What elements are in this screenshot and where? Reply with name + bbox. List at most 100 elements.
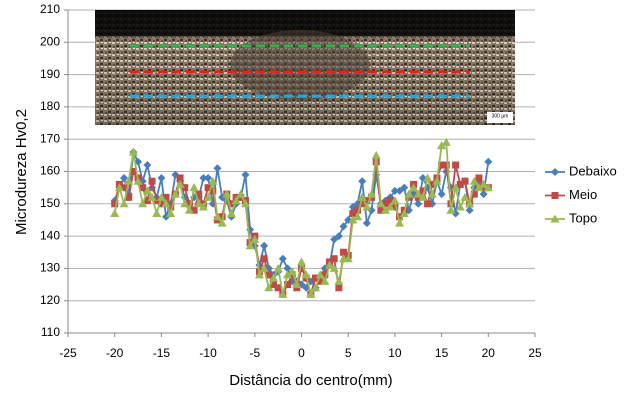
x-tick-label: -25 [59,346,77,360]
marker [465,206,474,215]
marker [335,284,343,292]
marker [278,289,288,298]
y-tick-label: 180 [40,99,60,113]
marker [404,189,414,198]
marker [465,199,475,208]
marker [315,270,325,279]
x-tick-label: 0 [298,346,305,360]
legend-label: Topo [569,210,597,225]
y-tick-label: 210 [40,2,60,16]
marker [142,186,152,195]
y-tick-label: 130 [40,261,60,275]
marker [461,177,469,185]
marker [148,177,156,185]
y-tick-label: 170 [40,131,60,145]
marker [306,289,316,298]
marker [399,208,409,217]
marker [446,205,456,214]
marker [189,183,199,192]
y-tick-label: 120 [40,293,60,307]
marker [390,196,400,205]
marker [357,192,367,201]
marker [217,218,227,227]
marker [268,273,278,282]
y-tick-label: 150 [40,196,60,210]
inset-image: 300 µm [95,10,515,125]
marker [265,271,273,279]
marker [194,199,204,208]
marker [348,215,358,224]
marker [297,257,306,266]
marker [161,199,171,208]
marker [362,219,371,228]
marker [287,267,297,276]
marker [213,164,222,173]
legend-label: Meio [569,187,597,202]
marker [551,168,559,176]
marker [469,176,479,185]
marker [231,196,241,205]
x-tick-label: -10 [199,346,217,360]
marker [184,205,194,214]
marker [138,199,148,208]
y-tick-label: 200 [40,34,60,48]
marker [441,137,451,146]
marker [236,189,246,198]
marker [241,170,250,179]
marker [198,202,208,211]
marker [452,161,460,169]
y-tick-label: 190 [40,67,60,81]
marker [320,276,330,285]
x-tick-label: -20 [106,346,124,360]
marker [282,270,292,279]
marker [423,173,433,182]
marker [203,192,213,201]
y-axis-title: Microdureza Hv0,2 [13,109,30,235]
marker [432,176,442,185]
marker [125,193,133,201]
marker [371,150,381,159]
marker [133,176,143,185]
marker [424,200,432,208]
marker [376,199,386,208]
y-tick-label: 160 [40,164,60,178]
marker [339,222,348,231]
marker [175,179,185,188]
marker [292,280,302,289]
marker [147,192,157,201]
marker [274,284,282,292]
marker [139,184,147,192]
scale-label: 300 µm [492,113,509,119]
marker [156,192,166,201]
marker [400,183,409,192]
marker [208,176,218,185]
marker [483,183,493,192]
marker [259,263,269,272]
marker [437,190,446,199]
marker [129,168,137,175]
marker [362,202,372,211]
marker [157,173,166,182]
marker [110,208,120,217]
marker [204,173,213,182]
marker [475,174,483,182]
marker [484,157,493,166]
marker [180,199,190,208]
marker [119,199,129,208]
marker [418,192,428,201]
marker [301,270,311,279]
marker [240,199,250,208]
marker [479,190,488,199]
marker [390,186,399,195]
marker [114,183,124,192]
marker [176,174,184,182]
marker [455,202,465,211]
marker [343,254,353,263]
x-tick-label: -15 [153,346,171,360]
marker [226,208,236,217]
marker [254,270,264,279]
marker [358,177,367,186]
marker [212,212,222,221]
